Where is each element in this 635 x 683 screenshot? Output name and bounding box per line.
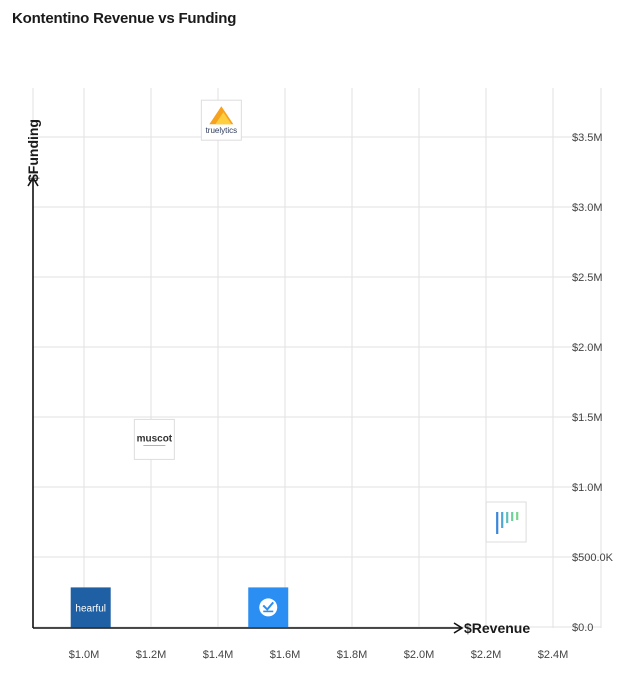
y-tick-label: $3.0M — [572, 202, 603, 214]
x-tick-label: $2.0M — [404, 649, 435, 661]
y-tick-labels: $0.0 $500.0K $1.0M $1.5M $2.0M $2.5M $3.0M $3.5… — [572, 132, 614, 634]
muscot-logo-text: muscot — [137, 433, 173, 444]
y-tick-label: $1.5M — [572, 412, 603, 424]
truelytics-logo[interactable]: truelytics — [200, 99, 242, 141]
grid-vertical-lines — [32, 88, 602, 628]
x-tick-label: $1.4M — [203, 649, 234, 661]
y-tick-label: $2.5M — [572, 272, 603, 284]
x-tick-label: $2.2M — [471, 649, 502, 661]
hearful-logo[interactable]: hearful — [70, 587, 111, 628]
y-axis-label: $Funding — [25, 119, 41, 182]
y-tick-label: $3.5M — [572, 132, 603, 144]
hearful-logo-text: hearful — [75, 603, 106, 614]
chart-title: Kontentino Revenue vs Funding — [12, 10, 237, 27]
x-tick-label: $1.2M — [136, 649, 167, 661]
y-tick-label: $1.0M — [572, 482, 603, 494]
x-tick-labels: $1.0M $1.2M $1.4M $1.6M $1.8M $2.0M $2.2M $2.4M — [69, 649, 569, 661]
x-tick-label: $1.0M — [69, 649, 100, 661]
y-tick-label: $0.0 — [572, 622, 593, 634]
x-tick-label: $2.4M — [538, 649, 569, 661]
grid-horizontal-lines — [33, 136, 601, 628]
x-tick-label: $1.8M — [337, 649, 368, 661]
x-axis-arrow — [453, 622, 464, 634]
bar-chart-logo[interactable] — [485, 501, 527, 543]
axes: $Revenue $Funding — [25, 119, 530, 636]
muscot-logo[interactable]: muscot — [133, 418, 175, 460]
x-tick-label: $1.6M — [270, 649, 301, 661]
y-tick-label: $500.0K — [572, 552, 614, 564]
blue-app-logo[interactable] — [248, 587, 289, 628]
data-points: truelytics muscot hearful — [70, 99, 527, 628]
y-tick-label: $2.0M — [572, 342, 603, 354]
truelytics-logo-text: truelytics — [206, 126, 238, 135]
x-axis-label: $Revenue — [464, 620, 530, 636]
y-axis-arrow — [27, 176, 39, 187]
